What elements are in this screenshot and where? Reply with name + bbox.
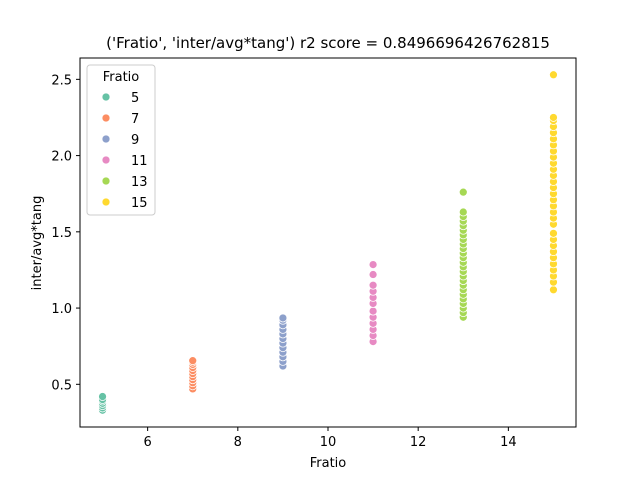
y-tick-label: 0.5 — [51, 378, 72, 393]
data-point — [368, 306, 378, 316]
legend-entry-label: 5 — [131, 91, 139, 106]
y-tick-label: 1.0 — [51, 302, 72, 317]
legend-entry-label: 15 — [131, 196, 148, 211]
y-tick-label: 2.5 — [51, 73, 72, 88]
legend-entries: 5 7 9 11 13 15 — [101, 91, 148, 211]
data-point — [368, 260, 378, 269]
x-tick-label: 6 — [143, 435, 151, 450]
chart-title: ('Fratio', 'inter/avg*tang') r2 score = … — [106, 34, 550, 52]
data-point — [98, 392, 107, 401]
legend-entry-label: 7 — [131, 112, 139, 127]
points-layer — [98, 70, 558, 415]
legend-marker — [101, 155, 111, 165]
data-point — [549, 228, 558, 238]
x-tick-label: 8 — [234, 435, 242, 450]
legend-entry-label: 11 — [131, 154, 148, 169]
y-axis: 0.5 1.0 1.5 2.0 2.5 — [51, 73, 80, 393]
data-point — [458, 207, 468, 217]
legend: Fratio 5 7 9 11 13 15 — [86, 64, 156, 216]
data-point — [278, 313, 288, 323]
legend-marker — [101, 92, 111, 102]
y-axis-label: inter/avg*tang — [30, 196, 45, 291]
legend-box — [86, 64, 156, 216]
data-point — [188, 356, 198, 366]
x-axis-label: Fratio — [310, 456, 347, 471]
data-point — [549, 285, 558, 295]
legend-entry-label: 9 — [131, 133, 139, 148]
data-point — [368, 280, 378, 290]
data-point — [549, 113, 558, 122]
x-tick-label: 12 — [410, 435, 427, 450]
data-point — [368, 270, 378, 279]
x-tick-label: 14 — [500, 435, 517, 450]
y-tick-label: 1.5 — [51, 226, 72, 241]
legend-marker — [101, 113, 111, 123]
data-point — [458, 187, 468, 197]
legend-entry-label: 13 — [131, 175, 148, 190]
legend-marker — [101, 134, 111, 144]
legend-title: Fratio — [103, 70, 140, 85]
x-tick-label: 10 — [320, 435, 337, 450]
legend-marker — [101, 197, 111, 207]
x-axis: 6 8 10 12 14 — [143, 427, 517, 450]
data-point — [549, 70, 558, 80]
legend-marker — [101, 176, 111, 186]
y-tick-label: 2.0 — [51, 150, 72, 165]
